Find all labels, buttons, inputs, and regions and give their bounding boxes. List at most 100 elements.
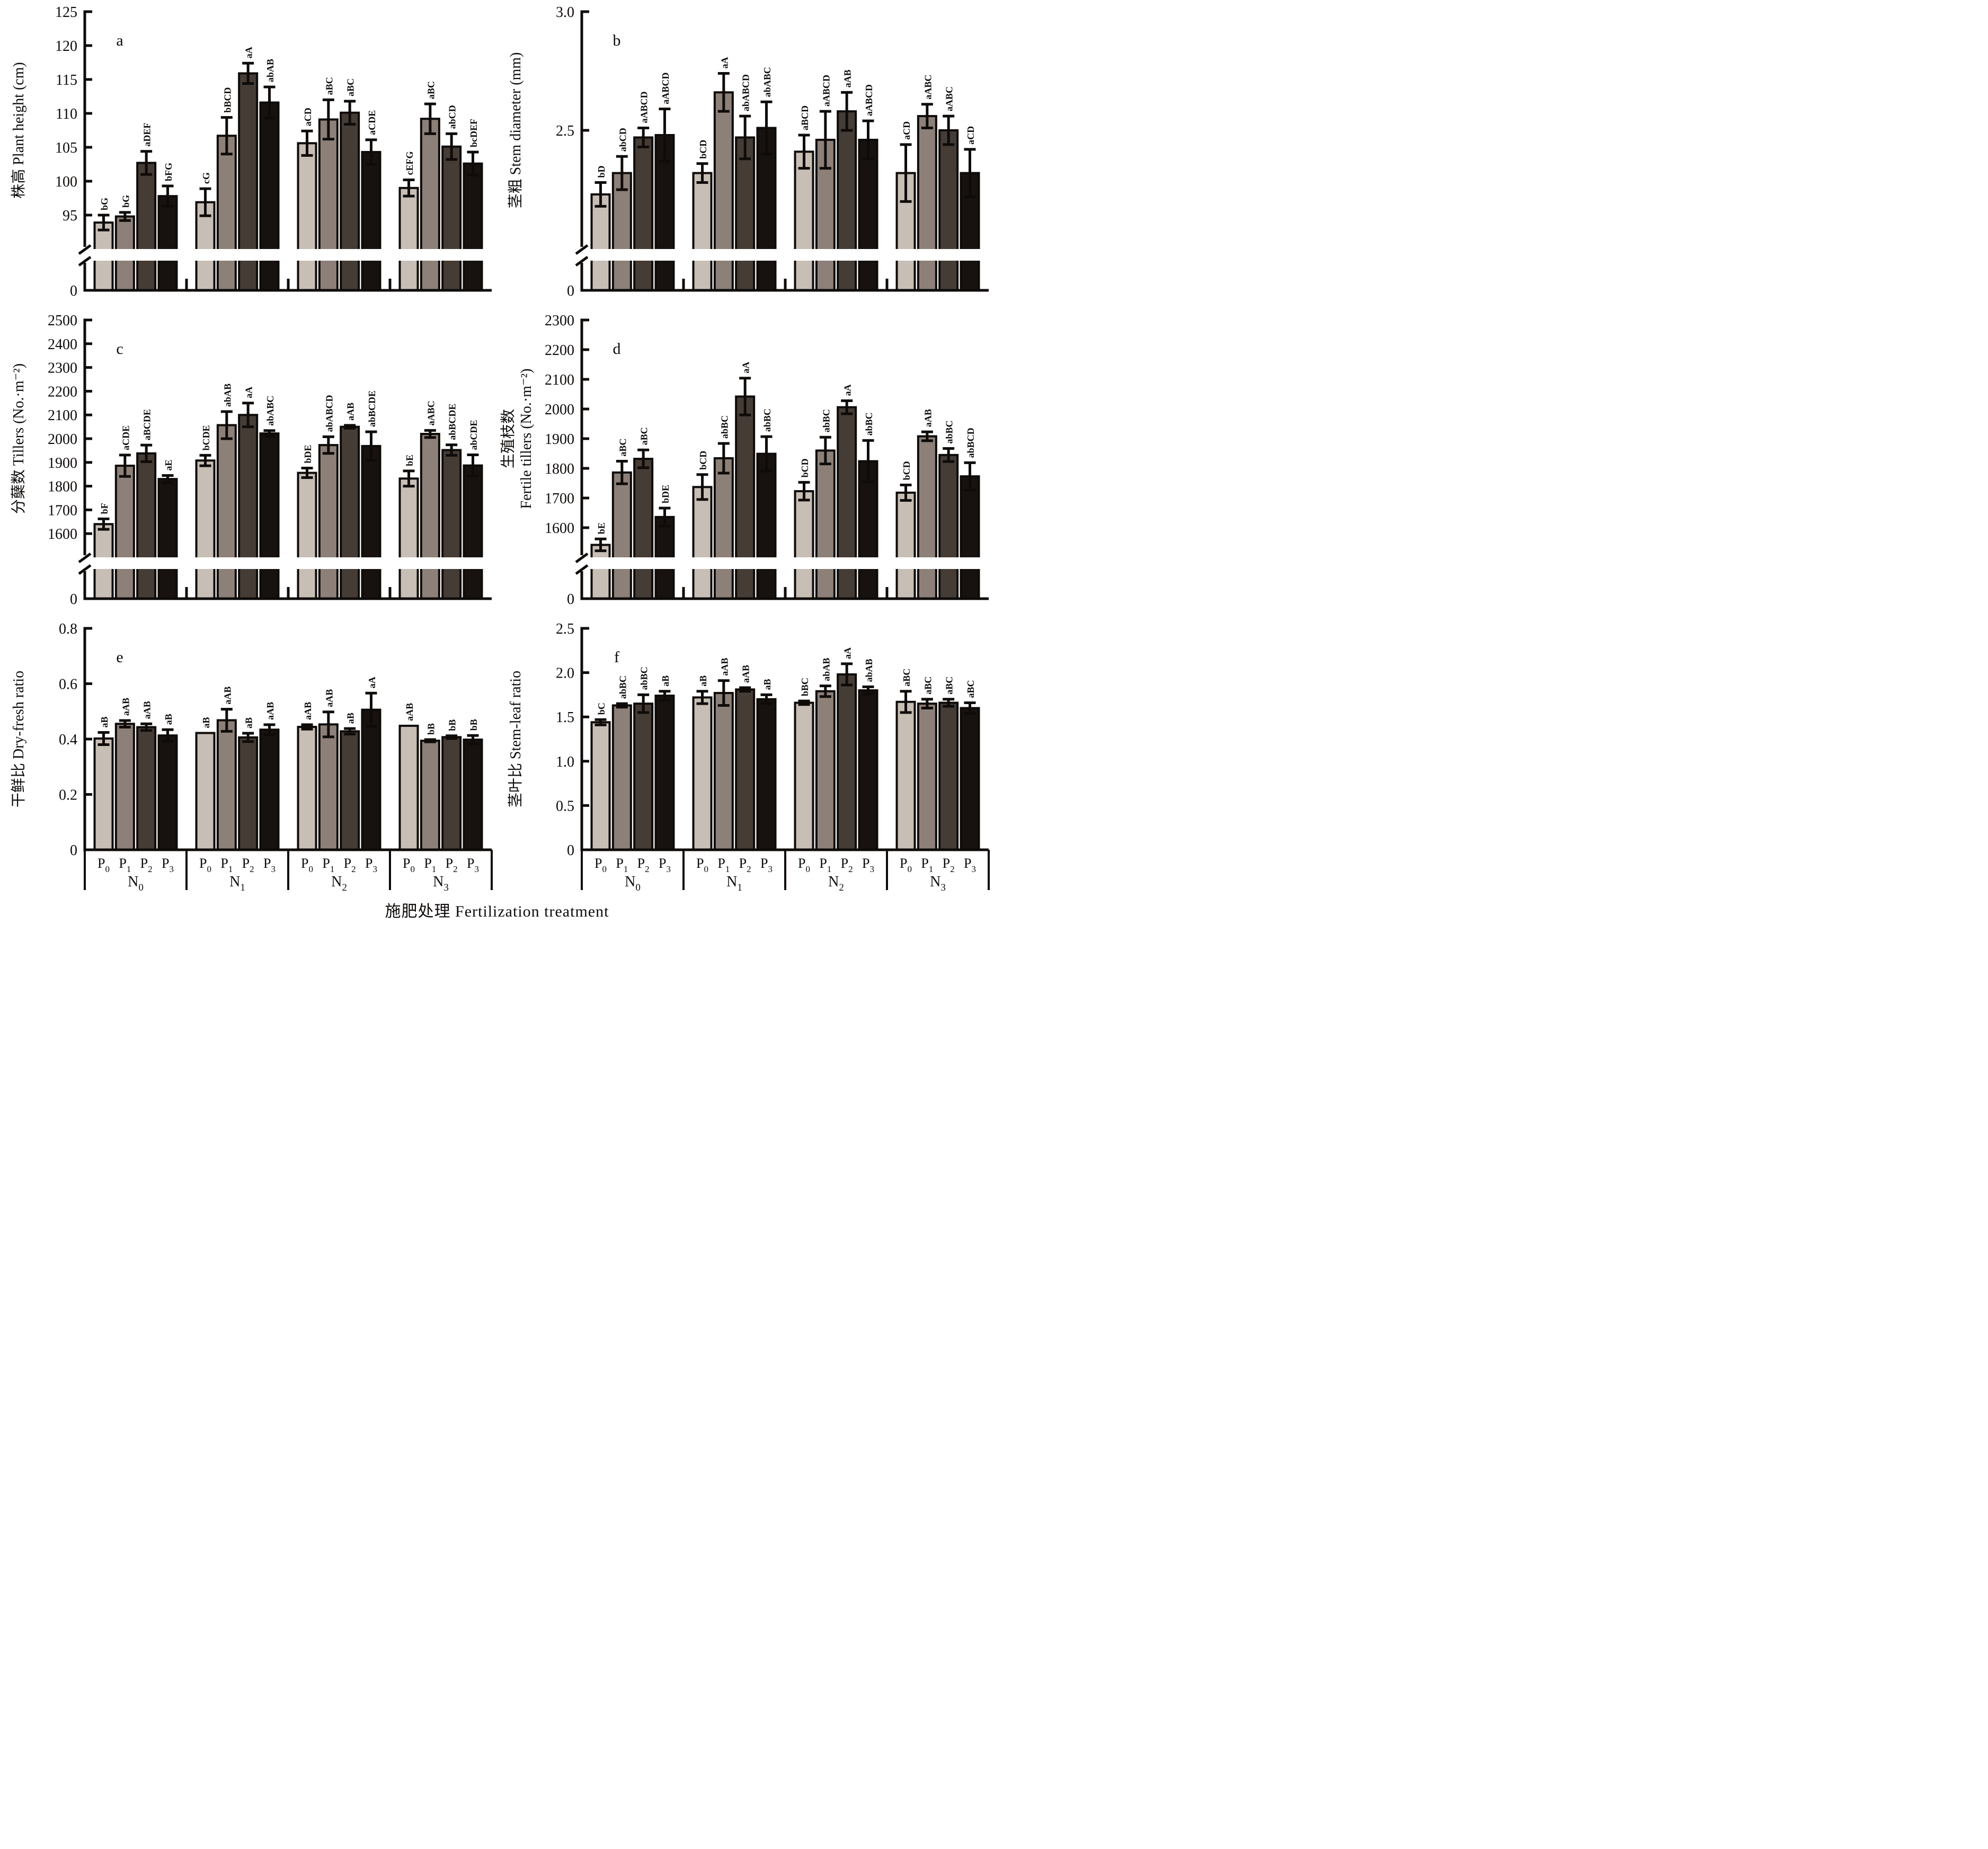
annot-group-N3: cEFG aBC abCD bcDEF <box>403 81 479 198</box>
sig-label-N3-P1: bB <box>425 723 436 735</box>
bar-stub-N3-P2 <box>938 566 959 600</box>
y-tick-label: 105 <box>55 140 77 156</box>
y-tick-label: 3.0 <box>556 4 574 21</box>
sig-label-N1-P1: abAB <box>222 384 233 407</box>
panel-letter: c <box>116 340 123 358</box>
axis-break-mark <box>78 564 92 575</box>
bar-N3-P1 <box>420 118 440 253</box>
sig-label-N1-P3: abABC <box>762 67 773 97</box>
bar-group-N2 <box>297 425 381 600</box>
sig-label-N1-P0: bCD <box>698 140 708 159</box>
bar-N3-P1 <box>420 433 440 562</box>
sig-label-N0-P3: bDE <box>660 485 671 503</box>
bar-N2-P1 <box>815 690 836 851</box>
annot-group-N1: aB aAB aAB aB <box>696 658 773 707</box>
sig-label-N1-P1: aA <box>719 57 730 68</box>
figure-root: bG bG aDEF bFG cG bBCD aA abAB aCD aBC aBC aCDE cEFG… <box>0 0 994 924</box>
y-axis: 0 0.2 0.4 0.6 0.8 <box>59 621 92 859</box>
x-cat-label-N1-P0: P0 <box>696 856 708 874</box>
bar-group-N1 <box>195 719 280 851</box>
annot-group-N0: aB aAB aAB aB <box>97 698 174 746</box>
y-tick-label: 2300 <box>545 313 574 329</box>
bar-N2-P0 <box>794 701 814 851</box>
sig-label-N0-P2: aABCD <box>639 92 650 123</box>
bar-group-N2 <box>794 110 878 291</box>
sig-label-N2-P1: aAB <box>324 689 334 707</box>
x-cat-label-N1-P0: P0 <box>199 856 211 874</box>
sig-label-N3-P1: aABC <box>922 75 933 100</box>
sig-label-N0-P2: aDEF <box>142 123 153 147</box>
x-cat-label-N1-P2: P2 <box>739 856 751 874</box>
sig-label-N2-P1: abBC <box>821 409 831 432</box>
x-group-label-N0: N0 <box>128 874 144 893</box>
bar-N1-P0 <box>692 696 713 851</box>
axis-break-band <box>88 249 492 261</box>
sig-label-N1-P0: cG <box>201 172 211 184</box>
sig-label-N0-P0: bF <box>99 503 110 514</box>
bar-N2-P2 <box>340 111 360 253</box>
sig-label-N1-P0: bCD <box>698 451 708 470</box>
panel-a-chart: bG bG aDEF bFG cG bBCD aA abAB aCD aBC aBC aCDE cEFG… <box>10 4 492 299</box>
bar-N2-P1 <box>815 449 836 562</box>
x-cat-label-N2-P2: P2 <box>344 856 356 874</box>
sig-label-N2-P0: aBCD <box>800 105 810 130</box>
panel-c: bF aCDE aBCDE aE bCDE abAB aA abABC bDE abABCD aAB… <box>0 308 497 617</box>
bar-stub-N2-P0 <box>297 566 317 600</box>
panel-d-chart: bEaBCaBCbDEbCDabBCaAabBCbCDabBCaAabBCbCD… <box>500 313 989 608</box>
y-tick-label: 2200 <box>545 342 574 359</box>
annot-group-N0: bD abCD aABCD aABCD <box>594 73 671 208</box>
panel-d: bE aBC aBC bDE bCD abBC aA abBC bCD abBC aA abBC bCD… <box>497 308 994 617</box>
sig-label-N3-P0: bCD <box>901 461 912 480</box>
bar-stub-N1-P0 <box>195 257 216 291</box>
x-cat-label-N2-P3: P3 <box>365 856 377 874</box>
x-group-label-N3: N3 <box>930 874 946 893</box>
y-tick-label: 1900 <box>48 455 77 472</box>
bar-stub-N1-P0 <box>195 566 216 600</box>
bar-stub-N0-P3 <box>157 566 178 600</box>
x-cat-label-N1-P1: P1 <box>220 856 233 874</box>
bar-N1-P3 <box>756 698 777 851</box>
sig-label-N2-P3: aABCD <box>864 84 874 116</box>
x-cat-label-N3-P1: P1 <box>921 856 933 874</box>
sig-label-N3-P1: aBC <box>922 677 933 695</box>
bar-N2-P3 <box>361 445 381 562</box>
bar-stub-N1-P0 <box>692 566 713 600</box>
annot-group-N1: bCD abBC aA abBC <box>696 362 773 501</box>
sig-label-N0-P1: aCDE <box>120 425 131 450</box>
y-tick-label: 1.5 <box>556 709 574 726</box>
bar-N3-P1 <box>917 115 937 253</box>
bar-N3-P0 <box>398 477 419 562</box>
sig-label-N3-P2: aBC <box>944 677 955 695</box>
panel-e: aB aAB aAB aB aB aAB aB aAB aAB aAB aB aA aAB bB bB bB 0… <box>0 617 497 893</box>
bar-group-N2 <box>297 708 381 851</box>
bar-stub-N3-P0 <box>398 257 419 291</box>
sig-label-N2-P0: bCD <box>800 458 810 477</box>
y-tick-label: 2100 <box>545 372 574 388</box>
bar-N1-P2 <box>238 414 259 562</box>
y-tick-label: 0 <box>567 842 574 859</box>
x-group-label-N1: N1 <box>229 874 245 893</box>
bar-group-N0 <box>93 723 178 851</box>
bar-stub-N2-P2 <box>837 257 857 291</box>
sig-label-N1-P1: aAB <box>719 658 730 676</box>
bar-N3-P2 <box>441 145 462 253</box>
annot-group-N3: aCD aABC aABC aCD <box>900 75 976 203</box>
bar-stub-N2-P0 <box>794 257 814 291</box>
x-group-label-N0: N0 <box>625 874 641 893</box>
x-cat-label-N2-P3: P3 <box>862 856 874 874</box>
bar-group-N3 <box>398 433 483 600</box>
bar-N1-P0 <box>692 172 713 254</box>
bar-N3-P0 <box>895 491 916 562</box>
sig-label-N2-P0: aAB <box>303 702 313 720</box>
y-tick-label: 1600 <box>48 526 77 543</box>
sig-label-N1-P3: aAB <box>265 702 276 720</box>
y-axis: 0 95 100 105 110 115 120 125 <box>55 4 92 299</box>
axis-break-band <box>585 557 989 569</box>
sig-label-N2-P3: abAB <box>864 659 874 682</box>
x-axis <box>83 279 492 292</box>
x-cat-label-N2-P0: P0 <box>301 856 313 874</box>
sig-label-N0-P0: bG <box>99 198 110 210</box>
bar-N3-P0 <box>398 724 419 851</box>
sig-label-N0-P0: bD <box>596 166 607 178</box>
sig-label-N0-P0: aB <box>99 716 110 727</box>
